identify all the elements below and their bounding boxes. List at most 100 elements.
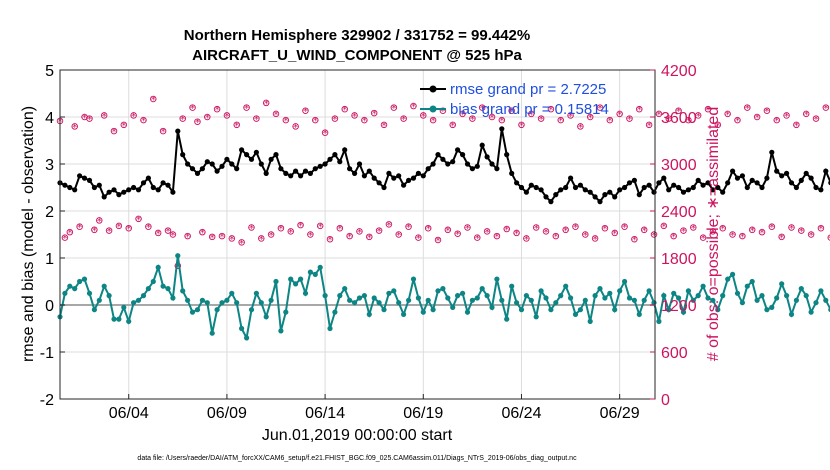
x-axis-label: Jun.01,2019 00:00:00 start [262, 427, 453, 444]
y-axis-label-right: # of obs: o=possible; ∗=assimilated [705, 107, 722, 361]
obs-possible-point [631, 235, 638, 243]
obs-possible-point [459, 110, 466, 118]
bias-data-point [229, 290, 235, 296]
obs-assimilated-point: * [288, 227, 293, 238]
obs-possible-point [253, 115, 260, 122]
left-tick-label: 2 [45, 204, 54, 221]
obs-possible-point [361, 116, 368, 124]
obs-assimilated-point: * [278, 224, 283, 235]
obs-possible-point [120, 121, 128, 129]
obs-assimilated-point: * [224, 111, 229, 122]
bias-data-point [219, 300, 225, 306]
obs-possible-point [680, 227, 687, 234]
obs-assimilated-point: * [617, 110, 622, 121]
rmse-data-point [469, 166, 475, 172]
rmse-data-point [523, 189, 530, 195]
obs-possible-point [424, 224, 432, 232]
bias-data-point [779, 281, 785, 287]
rmse-data-point [140, 180, 147, 186]
legend-bias-label: bias grand pr = 0.15814 [450, 101, 609, 118]
bias-data-point [612, 307, 618, 313]
obs-assimilated-point: * [200, 228, 205, 239]
obs-assimilated-point: * [701, 234, 706, 245]
bias-data-point [710, 297, 716, 303]
obs-possible-point [557, 116, 564, 124]
bias-data-point [204, 300, 210, 306]
obs-possible-point [547, 105, 555, 113]
obs-possible-point [572, 223, 579, 230]
bias-data-point [322, 293, 328, 299]
obs-assimilated-point: * [779, 233, 784, 244]
obs-assimilated-point: * [372, 109, 377, 120]
obs-possible-point [675, 107, 682, 114]
bias-data-point [622, 278, 628, 285]
obs-possible-point [714, 121, 722, 129]
obs-possible-point [331, 115, 339, 122]
rmse-data-point [337, 159, 343, 165]
obs-possible-point [528, 110, 535, 118]
obs-possible-point [474, 234, 481, 241]
obs-assimilated-point: * [170, 231, 175, 242]
obs-assimilated-point: * [386, 220, 391, 231]
rmse-data-point [81, 175, 88, 181]
bias-data-point [764, 307, 770, 313]
obs-assimilated-point: * [440, 107, 445, 118]
obs-possible-point [523, 235, 530, 242]
bias-data-point [101, 283, 107, 289]
obs-assimilated-point: * [161, 127, 166, 138]
obs-assimilated-point: * [175, 262, 180, 273]
obs-possible-point [444, 226, 452, 234]
bias-data-point [509, 283, 515, 289]
obs-assimilated-point: * [583, 231, 588, 242]
bias-data-point [538, 288, 544, 294]
bias-data-point [788, 311, 795, 317]
obs-assimilated-point: * [740, 232, 745, 243]
obs-possible-point [729, 231, 736, 238]
obs-possible-point [179, 115, 186, 122]
rmse-data-point [327, 156, 333, 162]
obs-possible-point [277, 224, 285, 232]
obs-assimilated-point: * [215, 105, 220, 116]
bias-data-point [661, 293, 667, 299]
obs-assimilated-point: * [745, 104, 750, 115]
bias-data-point [803, 293, 809, 299]
obs-assimilated-point: * [303, 107, 308, 118]
obs-assimilated-point: * [166, 227, 171, 238]
bias-data-point [248, 307, 255, 313]
obs-assimilated-point: * [283, 116, 288, 127]
legend: rmse grand pr = 2.7225 bias grand pr = 0… [420, 81, 609, 118]
bias-data-point [415, 295, 421, 301]
obs-assimilated-point: * [244, 104, 249, 115]
bias-data-point [563, 283, 569, 289]
bias-data-point [185, 297, 191, 303]
bias-data-point [730, 271, 736, 277]
bias-data-point [332, 309, 338, 315]
bias-data-point [592, 293, 598, 299]
bias-data-point [671, 290, 677, 296]
rmse-data-point [759, 184, 765, 191]
rmse-data-point [612, 194, 618, 200]
bias-data-point [425, 297, 431, 303]
rmse-data-point [685, 187, 692, 193]
rmse-data-point [739, 173, 746, 179]
rmse-data-point [366, 168, 372, 174]
obs-possible-point [287, 228, 294, 235]
obs-assimilated-point: * [455, 230, 460, 241]
obs-assimilated-point: * [814, 115, 819, 126]
rmse-data-point [283, 170, 289, 176]
rmse-data-point [135, 187, 142, 193]
obs-possible-point [670, 232, 677, 240]
rmse-data-point [352, 170, 358, 176]
obs-assimilated-point: * [804, 110, 809, 121]
rmse-data-point [788, 180, 795, 186]
bias-data-point [298, 276, 304, 282]
series-layer [57, 126, 830, 341]
bias-data-point [263, 314, 269, 320]
bias-data-point [106, 293, 112, 299]
bias-data-point [543, 295, 549, 301]
rmse-data-point [381, 184, 387, 191]
bias-data-point [744, 283, 750, 289]
right-tick-label: 1200 [661, 298, 697, 315]
obs-possible-point [817, 224, 825, 232]
